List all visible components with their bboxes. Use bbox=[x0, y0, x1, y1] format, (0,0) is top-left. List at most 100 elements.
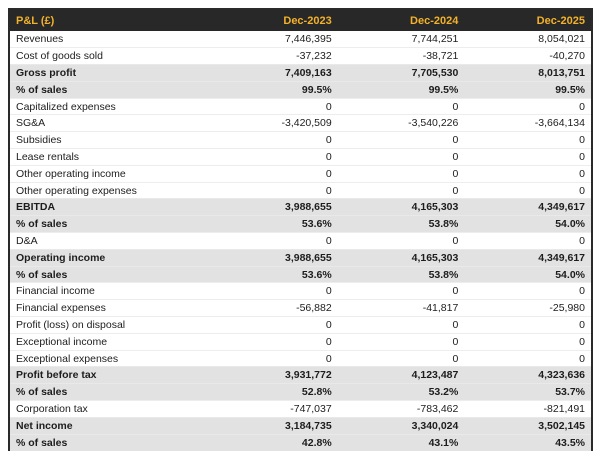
row-value-dec-2023: 0 bbox=[211, 316, 338, 334]
row-value-dec-2023: 3,988,655 bbox=[211, 248, 338, 267]
row-label: Revenues bbox=[10, 31, 212, 48]
table-row: % of sales 53.6% 53.8% 54.0% bbox=[10, 215, 591, 233]
row-label: Other operating income bbox=[10, 164, 212, 183]
row-value-dec-2024: -38,721 bbox=[337, 47, 465, 65]
row-value-dec-2025: 0 bbox=[464, 97, 591, 115]
row-value-dec-2023: 42.8% bbox=[211, 433, 338, 451]
row-value-dec-2023: 52.8% bbox=[211, 383, 338, 401]
row-value-dec-2023: 0 bbox=[211, 131, 338, 149]
table-row: D&A 0 0 0 bbox=[10, 232, 591, 250]
row-value-dec-2023: 0 bbox=[211, 232, 338, 250]
row-value-dec-2023: 0 bbox=[211, 164, 338, 183]
table-row: Profit before tax 3,931,772 4,123,487 4,… bbox=[10, 366, 591, 384]
row-value-dec-2025: 8,054,021 bbox=[464, 31, 591, 48]
row-label: Corporation tax bbox=[10, 400, 212, 418]
row-label: Profit (loss) on disposal bbox=[10, 316, 212, 334]
table-row: % of sales 42.8% 43.1% 43.5% bbox=[10, 433, 591, 451]
table-row: % of sales 52.8% 53.2% 53.7% bbox=[10, 383, 591, 401]
column-header-dec-2024: Dec-2024 bbox=[337, 10, 465, 31]
row-value-dec-2024: 99.5% bbox=[337, 80, 465, 99]
row-value-dec-2024: 0 bbox=[337, 181, 465, 199]
row-value-dec-2024: 0 bbox=[337, 316, 465, 334]
row-value-dec-2024: 3,340,024 bbox=[337, 416, 465, 435]
row-label: D&A bbox=[10, 232, 212, 250]
row-label: Exceptional expenses bbox=[10, 349, 212, 367]
table-row: Net income 3,184,735 3,340,024 3,502,145 bbox=[10, 416, 591, 435]
row-value-dec-2025: 0 bbox=[464, 316, 591, 334]
row-value-dec-2024: 7,705,530 bbox=[337, 64, 465, 82]
row-label: Capitalized expenses bbox=[10, 97, 212, 115]
row-value-dec-2023: 3,988,655 bbox=[211, 198, 338, 216]
row-value-dec-2024: 53.8% bbox=[337, 215, 465, 233]
row-value-dec-2024: -3,540,226 bbox=[337, 114, 465, 132]
row-value-dec-2024: 0 bbox=[337, 282, 465, 300]
row-value-dec-2025: -25,980 bbox=[464, 299, 591, 317]
table-row: Lease rentals 0 0 0 bbox=[10, 148, 591, 166]
row-label: Subsidies bbox=[10, 131, 212, 149]
row-label: % of sales bbox=[10, 265, 212, 283]
row-value-dec-2024: 0 bbox=[337, 131, 465, 149]
row-label: Operating income bbox=[10, 248, 212, 267]
row-value-dec-2025: 0 bbox=[464, 164, 591, 183]
row-value-dec-2025: 0 bbox=[464, 232, 591, 250]
row-value-dec-2023: -3,420,509 bbox=[211, 114, 338, 132]
pnl-table-body: Revenues 7,446,395 7,744,251 8,054,021 C… bbox=[10, 31, 591, 451]
table-row: Financial expenses -56,882 -41,817 -25,9… bbox=[10, 299, 591, 317]
row-value-dec-2025: 4,349,617 bbox=[464, 198, 591, 216]
row-label: Financial expenses bbox=[10, 299, 212, 317]
row-value-dec-2024: 0 bbox=[337, 232, 465, 250]
row-value-dec-2025: 99.5% bbox=[464, 80, 591, 99]
row-value-dec-2024: 4,165,303 bbox=[337, 198, 465, 216]
row-value-dec-2023: 3,184,735 bbox=[211, 416, 338, 435]
row-value-dec-2023: 53.6% bbox=[211, 215, 338, 233]
row-value-dec-2024: 53.2% bbox=[337, 383, 465, 401]
row-label: % of sales bbox=[10, 215, 212, 233]
row-value-dec-2025: 4,323,636 bbox=[464, 366, 591, 384]
row-value-dec-2025: 53.7% bbox=[464, 383, 591, 401]
row-value-dec-2025: 43.5% bbox=[464, 433, 591, 451]
row-value-dec-2024: 4,165,303 bbox=[337, 248, 465, 267]
row-label: SG&A bbox=[10, 114, 212, 132]
row-value-dec-2025: 8,013,751 bbox=[464, 64, 591, 82]
row-value-dec-2023: -747,037 bbox=[211, 400, 338, 418]
row-label: % of sales bbox=[10, 433, 212, 451]
row-value-dec-2023: 7,446,395 bbox=[211, 31, 338, 48]
row-value-dec-2023: 7,409,163 bbox=[211, 64, 338, 82]
row-value-dec-2023: -37,232 bbox=[211, 47, 338, 65]
table-row: Capitalized expenses 0 0 0 bbox=[10, 97, 591, 115]
row-value-dec-2025: 0 bbox=[464, 282, 591, 300]
row-value-dec-2024: 0 bbox=[337, 148, 465, 166]
row-value-dec-2024: 43.1% bbox=[337, 433, 465, 451]
row-value-dec-2025: -821,491 bbox=[464, 400, 591, 418]
row-label: Net income bbox=[10, 416, 212, 435]
row-label: Exceptional income bbox=[10, 332, 212, 351]
row-label: Profit before tax bbox=[10, 366, 212, 384]
row-value-dec-2023: 0 bbox=[211, 332, 338, 351]
row-value-dec-2023: 0 bbox=[211, 282, 338, 300]
row-value-dec-2024: 0 bbox=[337, 349, 465, 367]
row-value-dec-2023: 99.5% bbox=[211, 80, 338, 99]
table-row: SG&A -3,420,509 -3,540,226 -3,664,134 bbox=[10, 114, 591, 132]
table-row: Other operating expenses 0 0 0 bbox=[10, 181, 591, 199]
row-value-dec-2024: 4,123,487 bbox=[337, 366, 465, 384]
row-value-dec-2025: 54.0% bbox=[464, 215, 591, 233]
table-row: % of sales 53.6% 53.8% 54.0% bbox=[10, 265, 591, 283]
pnl-table-header: P&L (£) Dec-2023 Dec-2024 Dec-2025 bbox=[10, 10, 591, 31]
row-value-dec-2025: 0 bbox=[464, 332, 591, 351]
row-value-dec-2024: 0 bbox=[337, 164, 465, 183]
row-value-dec-2025: 4,349,617 bbox=[464, 248, 591, 267]
row-label: EBITDA bbox=[10, 198, 212, 216]
row-value-dec-2023: 3,931,772 bbox=[211, 366, 338, 384]
row-value-dec-2024: 53.8% bbox=[337, 265, 465, 283]
row-value-dec-2024: 7,744,251 bbox=[337, 31, 465, 48]
row-value-dec-2023: 0 bbox=[211, 181, 338, 199]
table-row: Exceptional income 0 0 0 bbox=[10, 332, 591, 351]
row-value-dec-2025: 0 bbox=[464, 131, 591, 149]
row-label: Other operating expenses bbox=[10, 181, 212, 199]
row-value-dec-2025: 3,502,145 bbox=[464, 416, 591, 435]
table-row: Operating income 3,988,655 4,165,303 4,3… bbox=[10, 248, 591, 267]
row-label: Gross profit bbox=[10, 64, 212, 82]
row-label: Lease rentals bbox=[10, 148, 212, 166]
table-row: % of sales 99.5% 99.5% 99.5% bbox=[10, 80, 591, 99]
